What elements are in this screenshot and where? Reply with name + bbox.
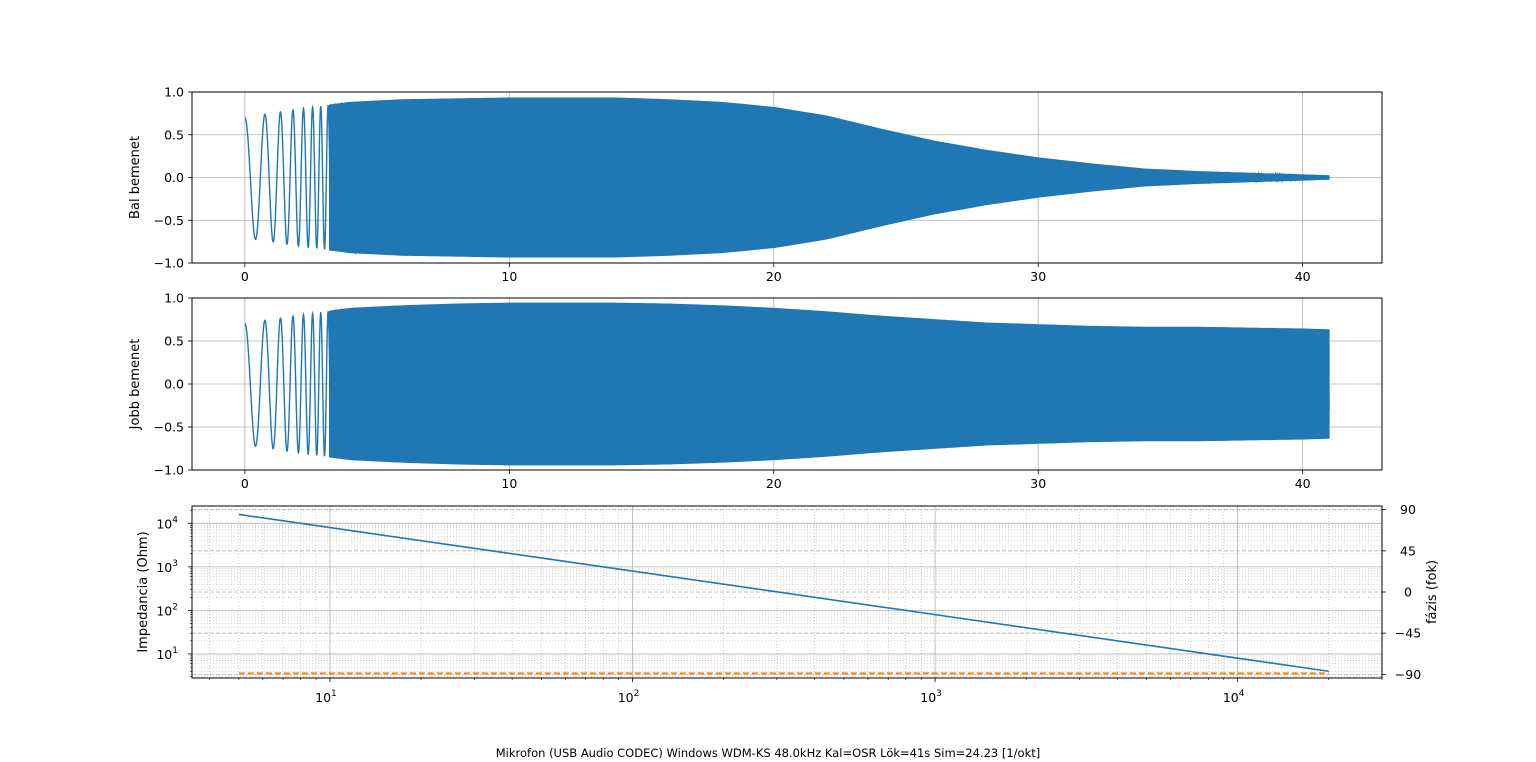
top-chart-bal-bemenet: 0 10 20 30 40 −1.0 −0.5 0.0 0.5 1.0 Bal bemenet: [128, 85, 1383, 285]
y2-tick-label: 45: [1400, 543, 1416, 558]
middle-chart-ticks: 0 10 20 30 40 −1.0 −0.5 0.0 0.5 1.0: [154, 291, 1311, 492]
y-tick-label: 1.0: [164, 291, 184, 306]
x-tick-label: 0: [241, 269, 249, 284]
footer-device-info: Mikrofon (USB Audio CODEC) Windows WDM-K…: [495, 746, 1041, 760]
y-tick-label: 104: [156, 515, 178, 531]
x-tick-label: 40: [1295, 476, 1311, 491]
x-tick-label: 101: [315, 689, 337, 705]
waveform-envelope-fill: [329, 97, 1330, 258]
bottom-chart-frame: [191, 505, 1383, 679]
x-tick-label: 104: [1223, 689, 1245, 705]
y-tick-label: 103: [156, 559, 178, 575]
x-tick-label: 0: [241, 476, 249, 491]
bottom-chart-ylabel: Impedancia (Ohm): [136, 531, 151, 652]
x-tick-label: 10: [501, 476, 517, 491]
y-tick-label: 0.0: [164, 170, 184, 185]
y-tick-label: 0.5: [164, 127, 184, 142]
top-chart-waveform: [244, 97, 1330, 258]
y-tick-label: −1.0: [154, 256, 184, 271]
x-tick-label: 20: [766, 476, 782, 491]
y-tick-label: 101: [156, 646, 178, 662]
bottom-chart-grid: [192, 506, 1383, 678]
y2-tick-label: −90: [1395, 667, 1421, 682]
y-tick-label: −0.5: [154, 420, 184, 435]
middle-chart-waveform: [244, 302, 1330, 466]
x-tick-label: 102: [618, 689, 640, 705]
x-tick-label: 20: [766, 269, 782, 284]
x-tick-label: 103: [920, 689, 942, 705]
top-chart-ylabel: Bal bemenet: [128, 136, 143, 219]
top-chart-ticks: 0 10 20 30 40 −1.0 −0.5 0.0 0.5 1.0: [154, 85, 1311, 285]
y-tick-label: −0.5: [154, 213, 184, 228]
y2-tick-label: 90: [1400, 502, 1416, 517]
y-tick-label: 1.0: [164, 85, 184, 100]
bottom-chart-impedance: 101 102 103 104 101 102 103 104 −90 −45 0 45 90 Impe…: [136, 502, 1440, 705]
y2-tick-label: 0: [1404, 585, 1412, 600]
impedance-line: [238, 513, 1329, 673]
bottom-chart-y2label: fázis (fok): [1425, 560, 1440, 624]
y2-tick-label: −45: [1395, 626, 1421, 641]
bottom-chart-series: [238, 513, 1329, 675]
y-tick-label: 102: [156, 602, 178, 618]
y-tick-label: −1.0: [154, 463, 184, 478]
y-tick-label: 0.5: [164, 334, 184, 349]
x-tick-label: 10: [501, 269, 517, 284]
x-tick-label: 30: [1030, 476, 1046, 491]
top-chart-frame: [191, 91, 1383, 264]
x-tick-label: 40: [1295, 269, 1311, 284]
middle-chart-frame: [191, 297, 1383, 471]
middle-chart-jobb-bemenet: 0 10 20 30 40 −1.0 −0.5 0.0 0.5 1.0 Jobb bemenet: [128, 291, 1383, 492]
middle-chart-ylabel: Jobb bemenet: [128, 339, 143, 431]
waveform-envelope-fill: [329, 302, 1330, 466]
x-tick-label: 30: [1030, 269, 1046, 284]
y-tick-label: 0.0: [164, 377, 184, 392]
